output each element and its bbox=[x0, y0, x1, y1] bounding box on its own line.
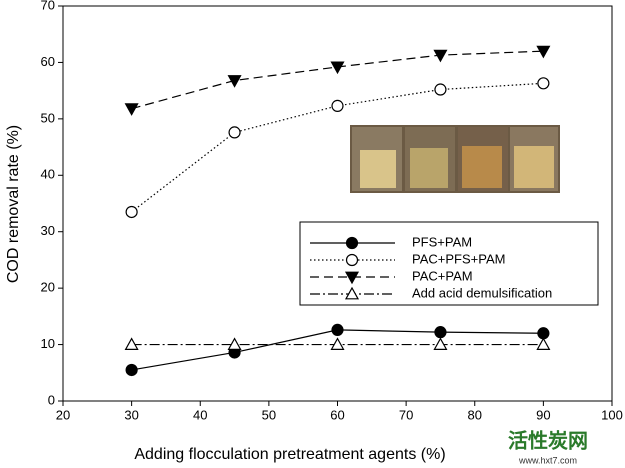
x-axis-title: Adding flocculation pretreatment agents … bbox=[134, 446, 445, 463]
point bbox=[434, 326, 447, 339]
point bbox=[536, 45, 551, 59]
y-tick-label: 60 bbox=[41, 54, 55, 69]
y-tick-label: 50 bbox=[41, 110, 55, 125]
photo-inset bbox=[350, 125, 560, 193]
legend-label: PAC+PFS+PAM bbox=[412, 251, 505, 266]
x-tick-label: 50 bbox=[262, 407, 276, 422]
y-tick-label: 0 bbox=[48, 392, 55, 407]
point bbox=[331, 99, 344, 112]
x-tick-label: 40 bbox=[193, 407, 207, 422]
point bbox=[433, 49, 448, 63]
legend-label: PFS+PAM bbox=[412, 234, 472, 249]
legend-marker bbox=[344, 271, 360, 285]
x-tick-label: 60 bbox=[330, 407, 344, 422]
point bbox=[331, 323, 344, 336]
legend-marker bbox=[344, 286, 360, 300]
x-tick-label: 80 bbox=[468, 407, 482, 422]
point bbox=[227, 337, 242, 350]
legend-marker bbox=[345, 236, 359, 250]
y-tick-label: 30 bbox=[41, 223, 55, 238]
watermark-url: www.hxt7.com bbox=[518, 455, 577, 465]
point bbox=[227, 75, 242, 88]
x-tick-label: 70 bbox=[399, 407, 413, 422]
point bbox=[125, 363, 138, 377]
y-tick-label: 10 bbox=[41, 336, 55, 351]
point bbox=[330, 61, 345, 75]
y-axis-title: COD removal rate (%) bbox=[5, 125, 22, 283]
point bbox=[228, 126, 241, 139]
y-tick-label: 20 bbox=[41, 280, 55, 295]
y-tick-label: 40 bbox=[41, 167, 55, 182]
x-tick-label: 90 bbox=[536, 407, 550, 422]
point bbox=[434, 83, 447, 96]
x-tick-label: 30 bbox=[124, 407, 138, 422]
legend-label: Add acid demulsification bbox=[412, 285, 552, 300]
watermark-name: 活性炭网 bbox=[508, 429, 588, 452]
point bbox=[537, 327, 550, 340]
point bbox=[433, 337, 448, 350]
point bbox=[537, 77, 550, 90]
x-tick-label: 100 bbox=[601, 407, 623, 422]
point bbox=[125, 205, 138, 219]
point bbox=[330, 337, 345, 350]
legend-label: PAC+PAM bbox=[412, 268, 473, 283]
point bbox=[124, 103, 139, 116]
legend-marker bbox=[345, 253, 359, 267]
point bbox=[124, 337, 139, 350]
y-tick-label: 70 bbox=[41, 0, 55, 12]
x-tick-label: 20 bbox=[56, 407, 70, 422]
point bbox=[536, 337, 551, 350]
